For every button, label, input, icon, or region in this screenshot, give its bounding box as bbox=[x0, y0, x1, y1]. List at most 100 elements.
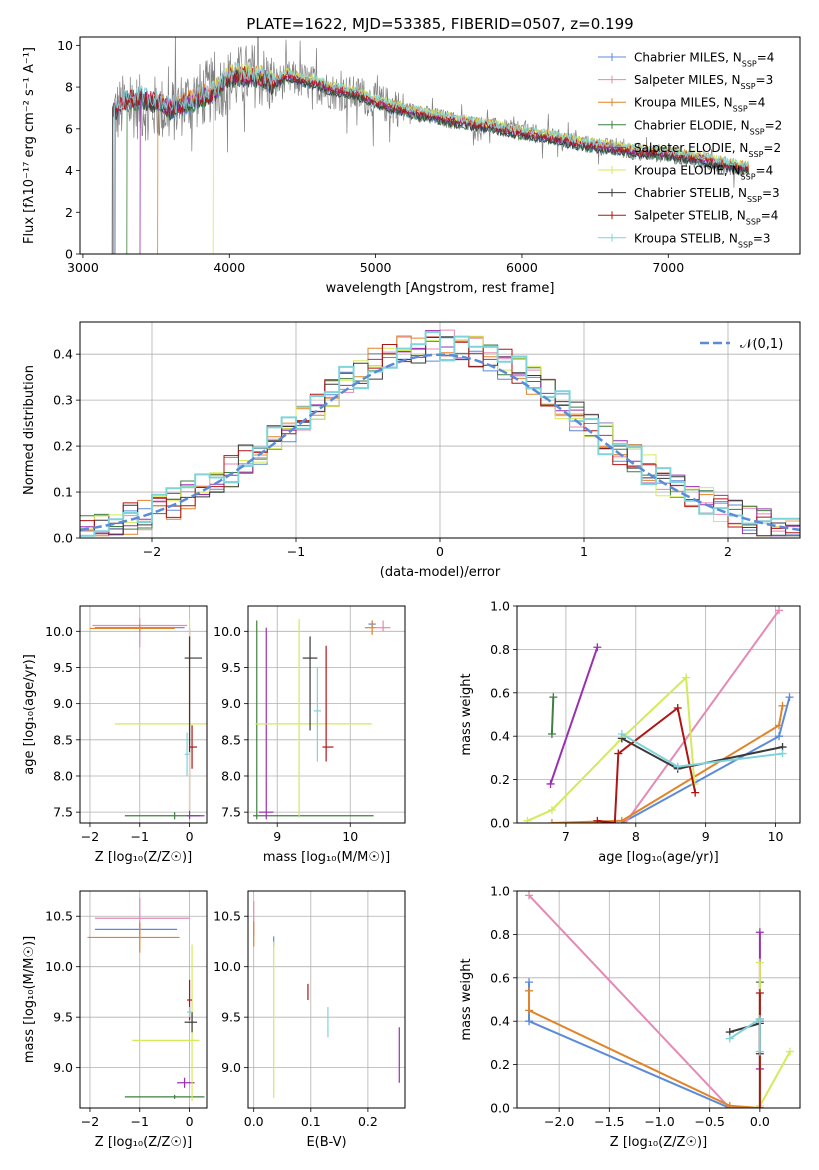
y-tick-label: 0.0 bbox=[490, 816, 510, 831]
x-tick-label: 9 bbox=[702, 829, 710, 844]
x-tick-label: −1 bbox=[287, 544, 305, 559]
y-tick-label: 1.0 bbox=[490, 884, 510, 899]
data-point bbox=[682, 673, 691, 682]
x-axis-label: Z [log₁₀(Z/Z☉)] bbox=[95, 1135, 192, 1150]
data-point bbox=[614, 749, 623, 758]
x-tick-label: −2 bbox=[143, 544, 161, 559]
y-tick-label: 10.5 bbox=[213, 909, 241, 924]
y-tick-label: 8 bbox=[65, 80, 73, 95]
series-chabrier-miles bbox=[525, 978, 764, 1108]
x-tick-label: −1 bbox=[131, 829, 149, 844]
errorbar-kroupa-miles bbox=[89, 624, 175, 633]
errorbar-chabrier-stelib bbox=[302, 636, 318, 731]
model-spectrum-kroupa-stelib bbox=[113, 62, 750, 254]
spectrum-frame bbox=[79, 36, 801, 255]
x-tick-label: −0.5 bbox=[695, 1114, 725, 1129]
age_vs_mass-axes: 9 10 7.5 8.0 8.5 9.0 9.5 10.0 mass [log₁₀(M/M☉)] bbox=[213, 606, 405, 865]
x-tick-label: 3000 bbox=[67, 260, 99, 275]
data-point bbox=[547, 819, 556, 823]
series-kroupa-miles bbox=[525, 986, 764, 1108]
legend-label: Kroupa STELIB, NSSP=3 bbox=[634, 231, 771, 249]
series-line bbox=[528, 982, 761, 1108]
y-tick-label: 10.0 bbox=[213, 624, 241, 639]
series-line bbox=[758, 962, 791, 1108]
normal-curve bbox=[80, 353, 800, 532]
mass_vs_ebv-plot bbox=[253, 901, 400, 1098]
series-line bbox=[528, 990, 760, 1108]
data-point bbox=[691, 788, 700, 797]
errorbar-salpeter-stelib bbox=[322, 645, 334, 762]
data-point bbox=[525, 1006, 534, 1015]
age_vs_Z-frame bbox=[79, 605, 208, 824]
weight_vs_Z-frame bbox=[516, 890, 801, 1109]
errorbar-chabrier-stelib bbox=[184, 1012, 198, 1033]
data-point bbox=[546, 779, 555, 788]
series-line bbox=[528, 894, 760, 1108]
data-point bbox=[785, 693, 794, 702]
x-axis-label: (data-model)/error bbox=[380, 565, 501, 580]
residuals-frame bbox=[79, 321, 801, 539]
y-tick-label: 0.0 bbox=[53, 531, 73, 546]
series-line bbox=[550, 697, 555, 735]
mass_vs_ebv-axes: 0.0 0.1 0.2 9.0 9.5 10.0 10.5 E(B-V) bbox=[213, 891, 405, 1150]
y-axis-label: mass weight bbox=[459, 673, 474, 755]
y-tick-label: 10.5 bbox=[45, 909, 73, 924]
y-tick-label: 9.5 bbox=[221, 1010, 241, 1025]
series-kroupa-miles bbox=[547, 701, 787, 823]
errorbar-kroupa-elodie bbox=[255, 619, 373, 818]
errorbar-salpeter-miles bbox=[92, 618, 188, 648]
data-point bbox=[525, 986, 534, 995]
y-tick-label: 0.6 bbox=[490, 970, 510, 985]
y-tick-label: 9.0 bbox=[221, 1060, 241, 1075]
data-point bbox=[610, 819, 619, 823]
data-point bbox=[673, 703, 682, 712]
x-tick-label: −1.0 bbox=[644, 1114, 674, 1129]
weight_vs_age-frame bbox=[516, 605, 801, 824]
data-point bbox=[755, 958, 764, 967]
data-point bbox=[755, 1047, 764, 1056]
data-point bbox=[593, 643, 602, 652]
y-axis-label: Normed distribution bbox=[22, 365, 37, 495]
x-tick-label: 6000 bbox=[506, 260, 538, 275]
legend-label: Chabrier STELIB, NSSP=3 bbox=[634, 186, 780, 204]
data-point bbox=[725, 1034, 734, 1043]
y-tick-label: 6 bbox=[65, 121, 73, 136]
series-kroupa-stelib bbox=[725, 1015, 764, 1056]
weight_vs_age-plot bbox=[523, 606, 794, 823]
y-tick-label: 7.5 bbox=[221, 805, 241, 820]
errorbar-chabrier-stelib bbox=[184, 636, 203, 753]
spectrum-axes: 3000 4000 5000 6000 7000 0 2 4 6 8 10 wavelength [A… bbox=[22, 38, 684, 296]
x-tick-label: 7 bbox=[562, 829, 570, 844]
legend-label: Kroupa MILES, NSSP=4 bbox=[634, 96, 765, 114]
x-tick-label: 0.0 bbox=[750, 1114, 770, 1129]
errorbar-kroupa-stelib bbox=[187, 1007, 193, 1018]
y-tick-label: 8.5 bbox=[53, 732, 73, 747]
errorbar-chabrier-elodie bbox=[124, 1094, 205, 1099]
y-tick-label: 10.0 bbox=[45, 624, 73, 639]
x-tick-label: 0.2 bbox=[358, 1114, 378, 1129]
errorbar-kroupa-stelib bbox=[313, 667, 322, 762]
errorbar-salpeter-miles bbox=[94, 898, 190, 939]
x-axis-label: age [log₁₀(age/yr)] bbox=[598, 850, 719, 865]
x-tick-label: 0 bbox=[186, 1114, 194, 1129]
spectrum-plot bbox=[111, 37, 750, 254]
spectrum-legend: Chabrier MILES, NSSP=4 Salpeter MILES, NS… bbox=[598, 51, 782, 249]
data-point bbox=[775, 732, 784, 741]
x-axis-label: wavelength [Angstrom, rest frame] bbox=[326, 281, 555, 296]
data-point bbox=[778, 749, 787, 758]
y-tick-label: 8.0 bbox=[221, 768, 241, 783]
x-axis-label: E(B-V) bbox=[306, 1135, 346, 1150]
weight_vs_Z-axes: −2.0 −1.5 −1.0 −0.5 0.0 0.0 0.2 0.4 0.6 0.8 1.0 Z [… bbox=[459, 884, 800, 1150]
series-salpeter-stelib bbox=[593, 703, 700, 823]
y-tick-label: 0.2 bbox=[490, 1057, 510, 1072]
series-salpeter-miles bbox=[525, 891, 764, 1108]
y-tick-label: 9.5 bbox=[53, 1010, 73, 1025]
errorbar-salpeter-stelib bbox=[189, 725, 198, 769]
y-tick-label: 1.0 bbox=[490, 599, 510, 614]
legend-label: Kroupa ELODIE, NSSP=4 bbox=[634, 164, 773, 182]
errorbar-salpeter-miles bbox=[375, 620, 391, 632]
x-tick-label: 8 bbox=[632, 829, 640, 844]
y-tick-label: 7.5 bbox=[53, 805, 73, 820]
x-tick-label: 0.1 bbox=[301, 1114, 321, 1129]
